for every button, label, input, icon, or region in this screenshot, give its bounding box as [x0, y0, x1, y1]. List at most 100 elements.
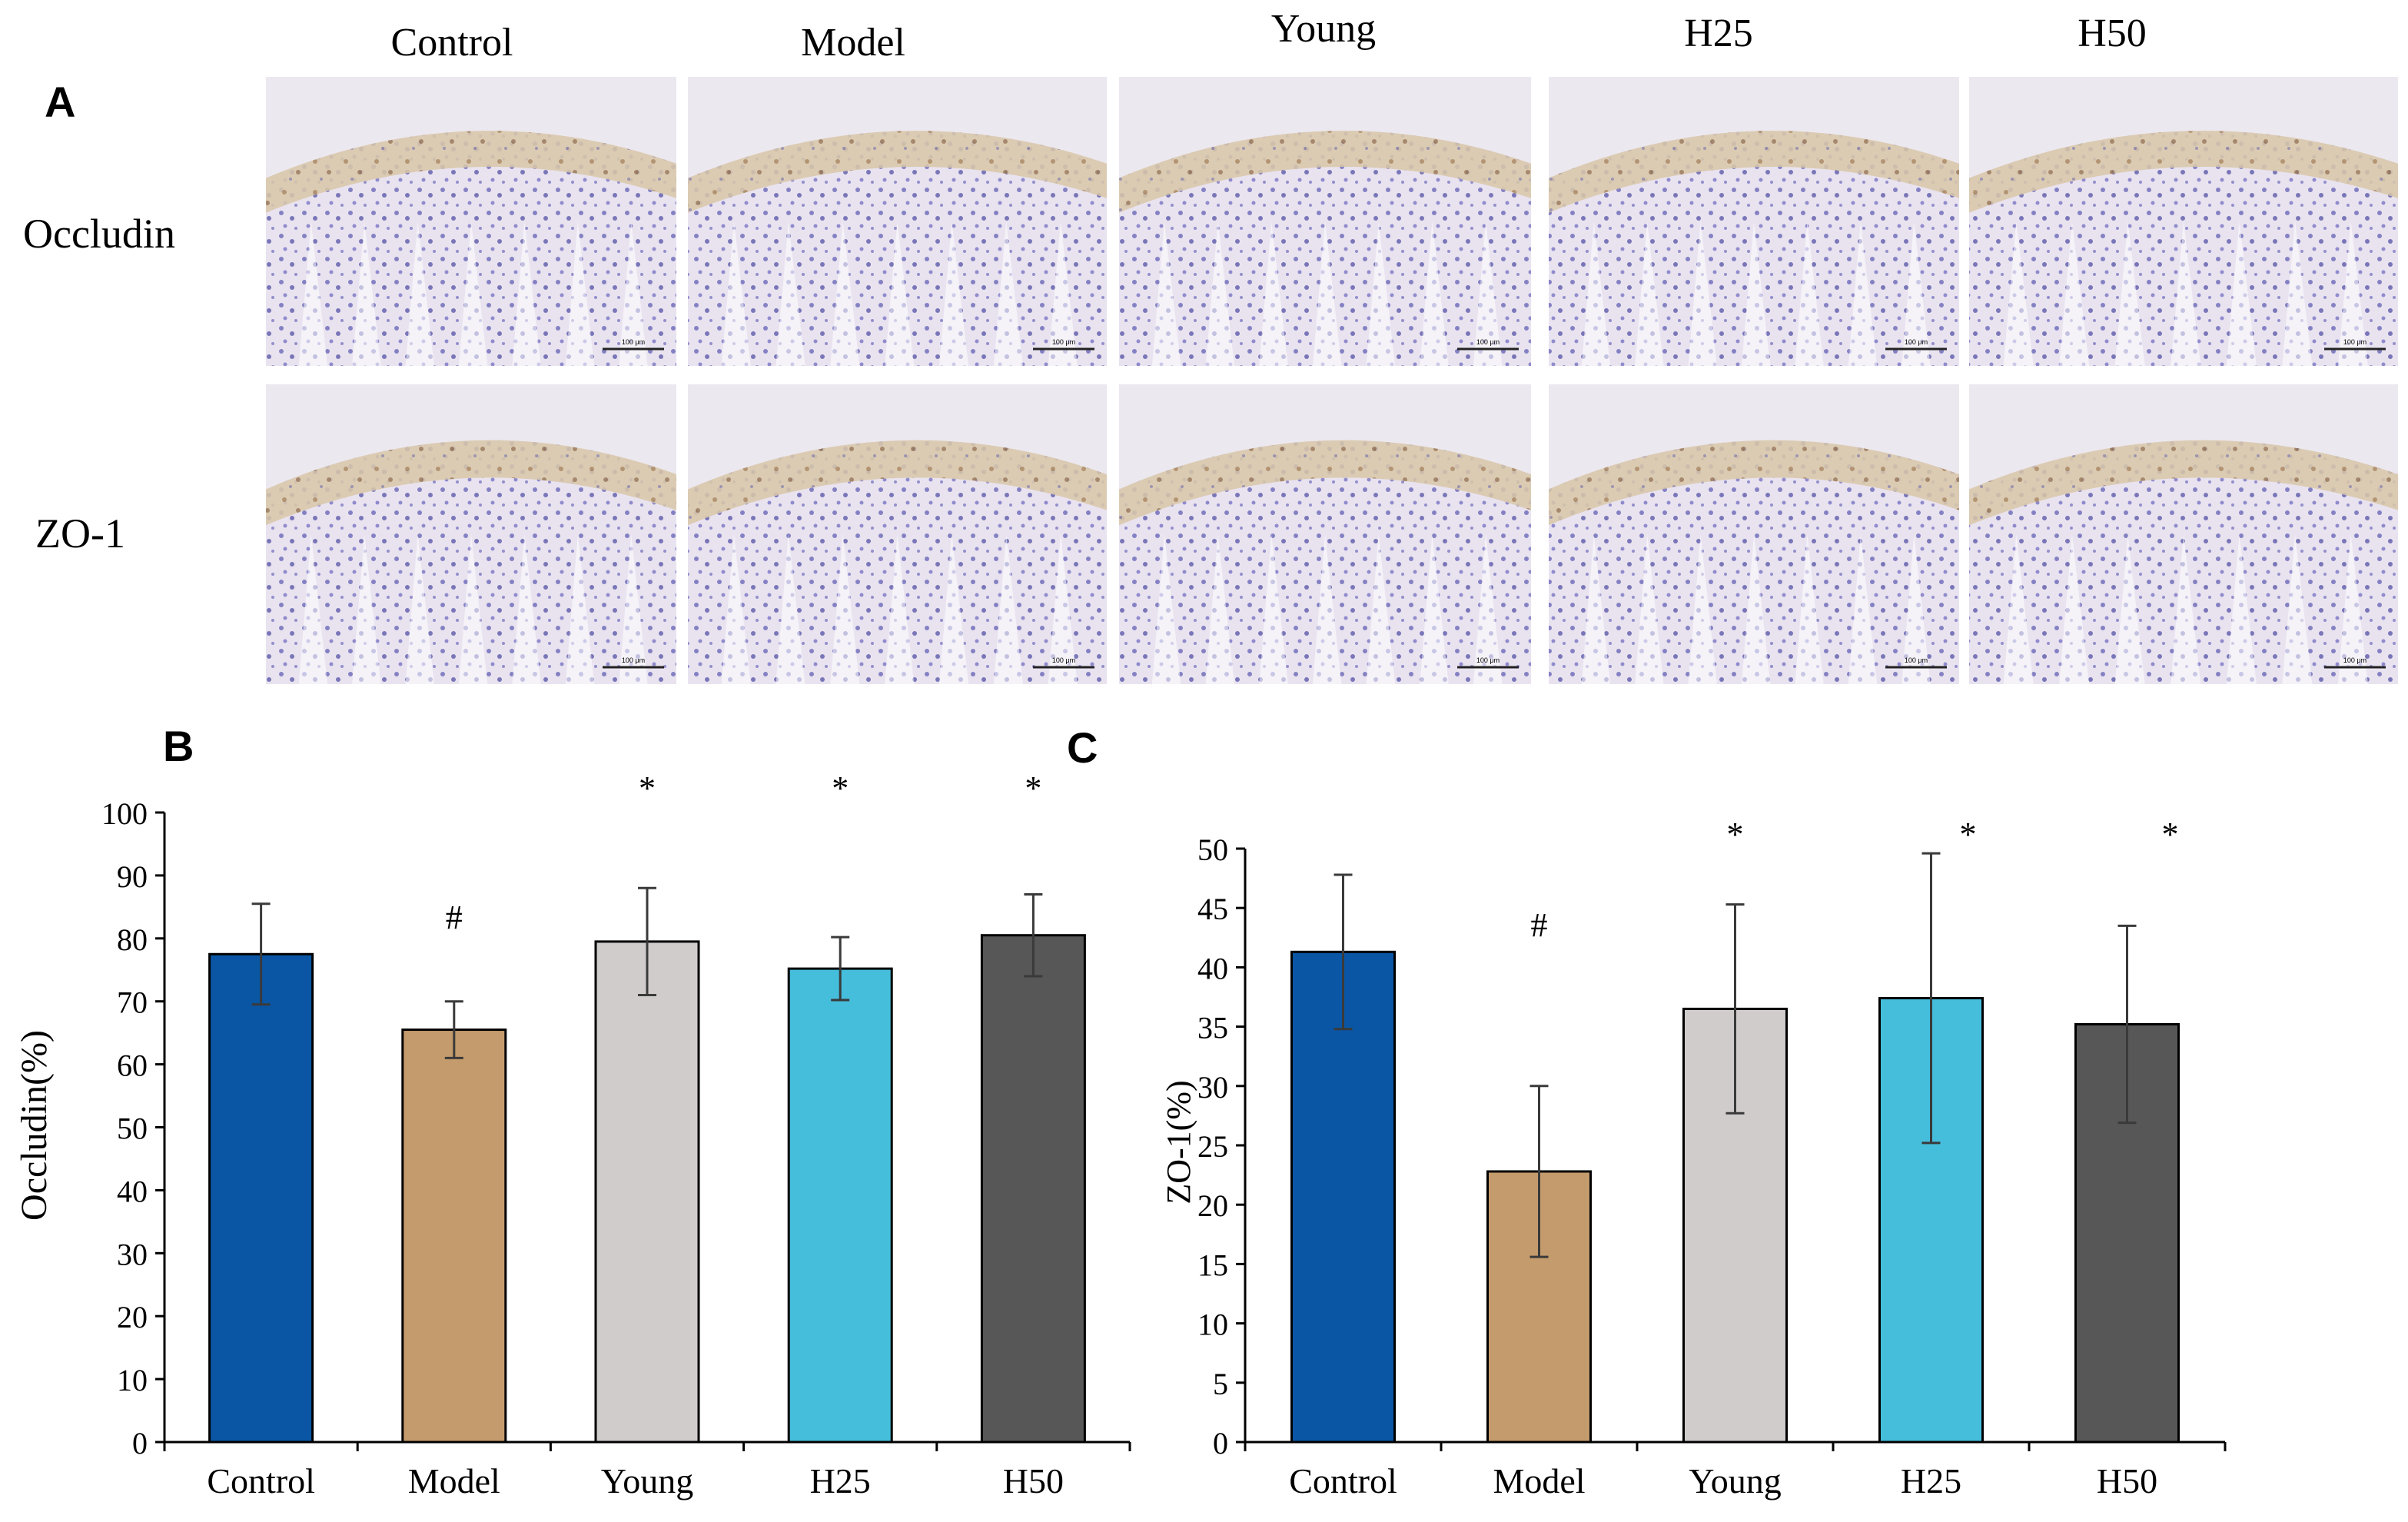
y-tick-label: 10: [117, 1363, 148, 1397]
panel-c-zo1-chart: C ZO-1(%) 0 5 10 15 20 25 30 35 40 45 50 Control Mod…: [1067, 723, 2227, 1500]
x-tick-label-h25: H25: [810, 1461, 871, 1500]
scale-bar-label: 100 μm: [1905, 338, 1928, 346]
crypt-lumen: [1688, 221, 1717, 366]
x-tick-label-young: Young: [1689, 1461, 1782, 1500]
crypt-lumen: [619, 221, 648, 366]
x-tick-label-model: Model: [408, 1461, 500, 1500]
crypt-lumen: [2171, 534, 2201, 684]
y-tick-label: 30: [1197, 1070, 1228, 1105]
crypt-lumen: [1205, 534, 1235, 684]
crypt-lumen: [1581, 534, 1611, 684]
crypt-lumen: [2114, 534, 2145, 684]
y-tick-label: 70: [117, 985, 148, 1020]
micrograph-occludin-h50: 100 μm: [1969, 77, 2398, 366]
column-header-h25: H25: [1684, 12, 1753, 55]
column-header-young: Young: [1271, 7, 1376, 51]
column-header-h50: H50: [2078, 12, 2147, 55]
crypt-lumen: [830, 534, 860, 684]
scale-bar-label: 100 μm: [1905, 656, 1928, 664]
significance-marker-h25: *: [832, 769, 849, 807]
significance-marker-h50: *: [2162, 816, 2179, 853]
crypt-lumen: [2282, 534, 2313, 684]
crypt-lumen: [2114, 221, 2145, 366]
bar-young: [594, 940, 700, 1444]
crypt-lumen: [1473, 221, 1503, 366]
crypt-lumen: [2282, 221, 2313, 366]
crypt-lumen: [565, 534, 595, 684]
stained-epithelium: [266, 440, 676, 526]
crypt-lumen: [1901, 221, 1931, 366]
crypt-lumen: [352, 534, 381, 684]
column-headers: Control Model Young H25 H50: [391, 7, 2147, 65]
micrograph-occludin-young: 100 μm: [1119, 77, 1531, 366]
crypt-lumen: [2337, 534, 2368, 684]
y-tick-label: 0: [132, 1426, 148, 1461]
crypt-lumen: [405, 221, 434, 366]
micrograph-zo1-young: 100 μm: [1119, 384, 1531, 684]
crypt-lumen: [1259, 534, 1288, 684]
chart-c-plot: 0 5 10 15 20 25 30 35 40 45 50 Control Model # Young * H…: [1197, 816, 2227, 1500]
crypt-lumen: [993, 534, 1023, 684]
significance-marker-model: #: [446, 899, 463, 936]
crypt-lumen: [1259, 221, 1288, 366]
crypt-lumen: [565, 221, 595, 366]
y-tick-label: 20: [117, 1300, 148, 1334]
crypt-lumen: [2059, 221, 2090, 366]
panel-b-y-axis-title: Occludin(%): [14, 1030, 55, 1221]
x-tick-label-model: Model: [1493, 1461, 1585, 1500]
y-tick-label: 30: [117, 1237, 148, 1271]
panel-b-label: B: [163, 722, 194, 770]
x-tick-label-control: Control: [207, 1461, 315, 1500]
y-tick-label: 45: [1197, 892, 1228, 926]
scale-bar-label: 100 μm: [2343, 656, 2366, 664]
crypt-lumen: [776, 534, 805, 684]
y-tick-label: 40: [1197, 951, 1228, 985]
scale-bar-label: 100 μm: [622, 656, 645, 664]
row-label-occludin: Occludin: [23, 211, 175, 257]
crypt-lumen: [512, 534, 541, 684]
crypt-lumen: [1635, 221, 1664, 366]
crypt-lumen: [1635, 534, 1664, 684]
crypt-lumen: [2337, 221, 2368, 366]
significance-marker-young: *: [639, 769, 656, 807]
crypt-lumen: [1420, 534, 1449, 684]
y-tick-label: 5: [1213, 1367, 1228, 1401]
stained-epithelium: [688, 440, 1107, 526]
y-tick-label: 90: [117, 859, 148, 894]
significance-marker-h25: *: [1960, 816, 1977, 853]
micrograph-grid: 100 μm 100 μm 100 μm 100 μm 100 μm 100 μm 100 …: [266, 77, 2398, 684]
significance-marker-young: *: [1727, 816, 1744, 853]
chart-b-plot: 0 10 20 30 40 50 60 70 80 90 100 Control Model # Young…: [101, 769, 1131, 1500]
y-tick-label: 50: [1197, 832, 1228, 867]
stained-epithelium: [1119, 440, 1531, 526]
crypt-lumen: [1205, 221, 1235, 366]
crypt-lumen: [458, 221, 488, 366]
micrograph-occludin-h25: 100 μm: [1549, 77, 1959, 366]
bar-control: [208, 952, 314, 1444]
stained-epithelium: [1549, 440, 1959, 526]
crypt-lumen: [1688, 534, 1717, 684]
crypt-lumen: [1901, 534, 1931, 684]
micrograph-occludin-model: 100 μm: [688, 77, 1107, 366]
crypt-lumen: [619, 534, 648, 684]
x-tick-label-h50: H50: [1003, 1461, 1064, 1500]
x-tick-label-control: Control: [1289, 1461, 1397, 1500]
crypt-lumen: [2226, 534, 2257, 684]
stained-epithelium: [688, 131, 1107, 213]
micrograph-occludin-control: 100 μm: [266, 77, 676, 366]
crypt-lumen: [1420, 221, 1449, 366]
crypt-lumen: [1048, 534, 1078, 684]
x-tick-label-h50: H50: [2097, 1461, 2157, 1500]
stained-epithelium: [266, 131, 676, 213]
panel-b-occludin-chart: B Occludin(%) 0 10 20 30 40 50 60 70 80 90 100 Cont…: [14, 722, 1131, 1500]
crypt-lumen: [1366, 534, 1396, 684]
row-label-zo1: ZO-1: [35, 510, 125, 557]
crypt-lumen: [1151, 221, 1181, 366]
column-header-model: Model: [801, 21, 905, 65]
y-tick-label: 0: [1213, 1426, 1228, 1461]
micrograph-zo1-model: 100 μm: [688, 384, 1107, 684]
x-tick-label-h25: H25: [1901, 1461, 1961, 1500]
crypt-lumen: [1848, 534, 1878, 684]
crypt-lumen: [885, 221, 915, 366]
